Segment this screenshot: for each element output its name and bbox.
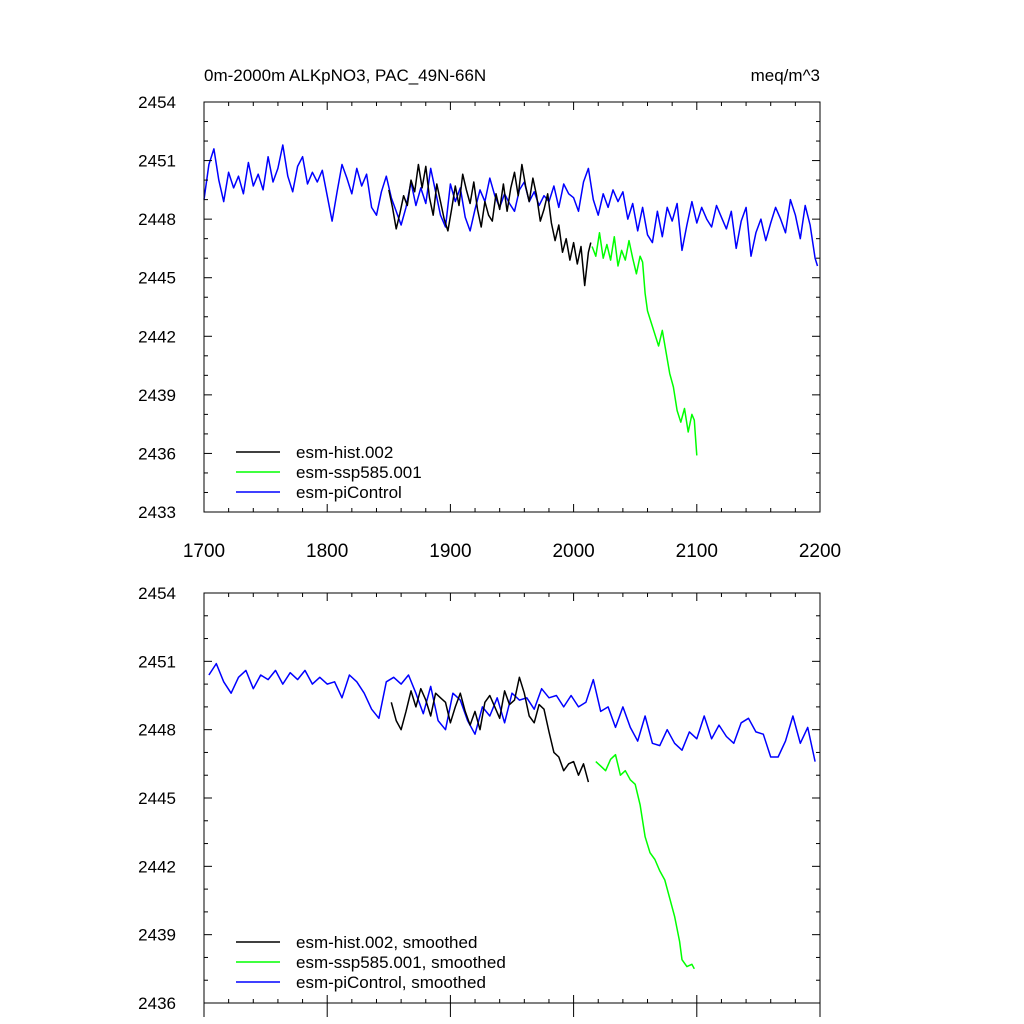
y-tick-label: 2451 [138,652,176,671]
x-tick-label: 2200 [799,541,841,562]
series-line-1 [388,163,592,287]
series-line-0 [203,144,819,267]
x-tick-label: 2000 [552,541,594,562]
y-tick-label: 2433 [138,503,176,522]
y-tick-label: 2442 [138,327,176,346]
series-line-0 [208,662,816,762]
x-tick-label: 1700 [183,541,225,562]
legend-label: esm-piControl, smoothed [296,973,486,992]
top-axes: 2433 2436 2439 2442 2445 2448 2451 2454 1700 1800… [138,93,841,562]
chart-title: 0m-2000m ALKpNO3, PAC_49N-66N [204,66,486,85]
y-tick-label: 2451 [138,152,176,171]
y-tick-label: 2448 [138,721,176,740]
series-line-2 [595,753,695,970]
legend-label: esm-hist.002 [296,443,393,462]
series-line-2 [591,232,698,456]
y-tick-label: 2445 [138,269,176,288]
legend-label: esm-piControl [296,483,402,502]
y-tick-label: 2454 [138,584,176,603]
bottom-axes: 2436 2439 2442 2445 2448 2451 2454 [138,584,821,1017]
bottom-series-lines [208,662,816,970]
top-panel: 0m-2000m ALKpNO3, PAC_49N-66N meq/m^3 24… [138,66,841,562]
y-tick-label: 2442 [138,857,176,876]
y-tick-label: 2448 [138,210,176,229]
bottom-panel: 2436 2439 2442 2445 2448 2451 2454 esm-hist.00… [138,584,821,1017]
y-tick-label: 2454 [138,93,176,112]
y-tick-label: 2439 [138,386,176,405]
x-tick-label: 1900 [429,541,471,562]
x-tick-label: 1800 [306,541,348,562]
legend-label: esm-hist.002, smoothed [296,933,477,952]
top-series-lines [203,144,819,456]
y-tick-label: 2439 [138,926,176,945]
legend-label: esm-ssp585.001, smoothed [296,953,506,972]
series-line-1 [390,676,590,783]
y-tick-label: 2436 [138,994,176,1013]
y-tick-label: 2445 [138,789,176,808]
y-tick-label: 2436 [138,444,176,463]
legend-label: esm-ssp585.001 [296,463,422,482]
chart-units: meq/m^3 [751,66,820,85]
plot-frame [203,101,821,513]
x-tick-label: 2100 [676,541,718,562]
